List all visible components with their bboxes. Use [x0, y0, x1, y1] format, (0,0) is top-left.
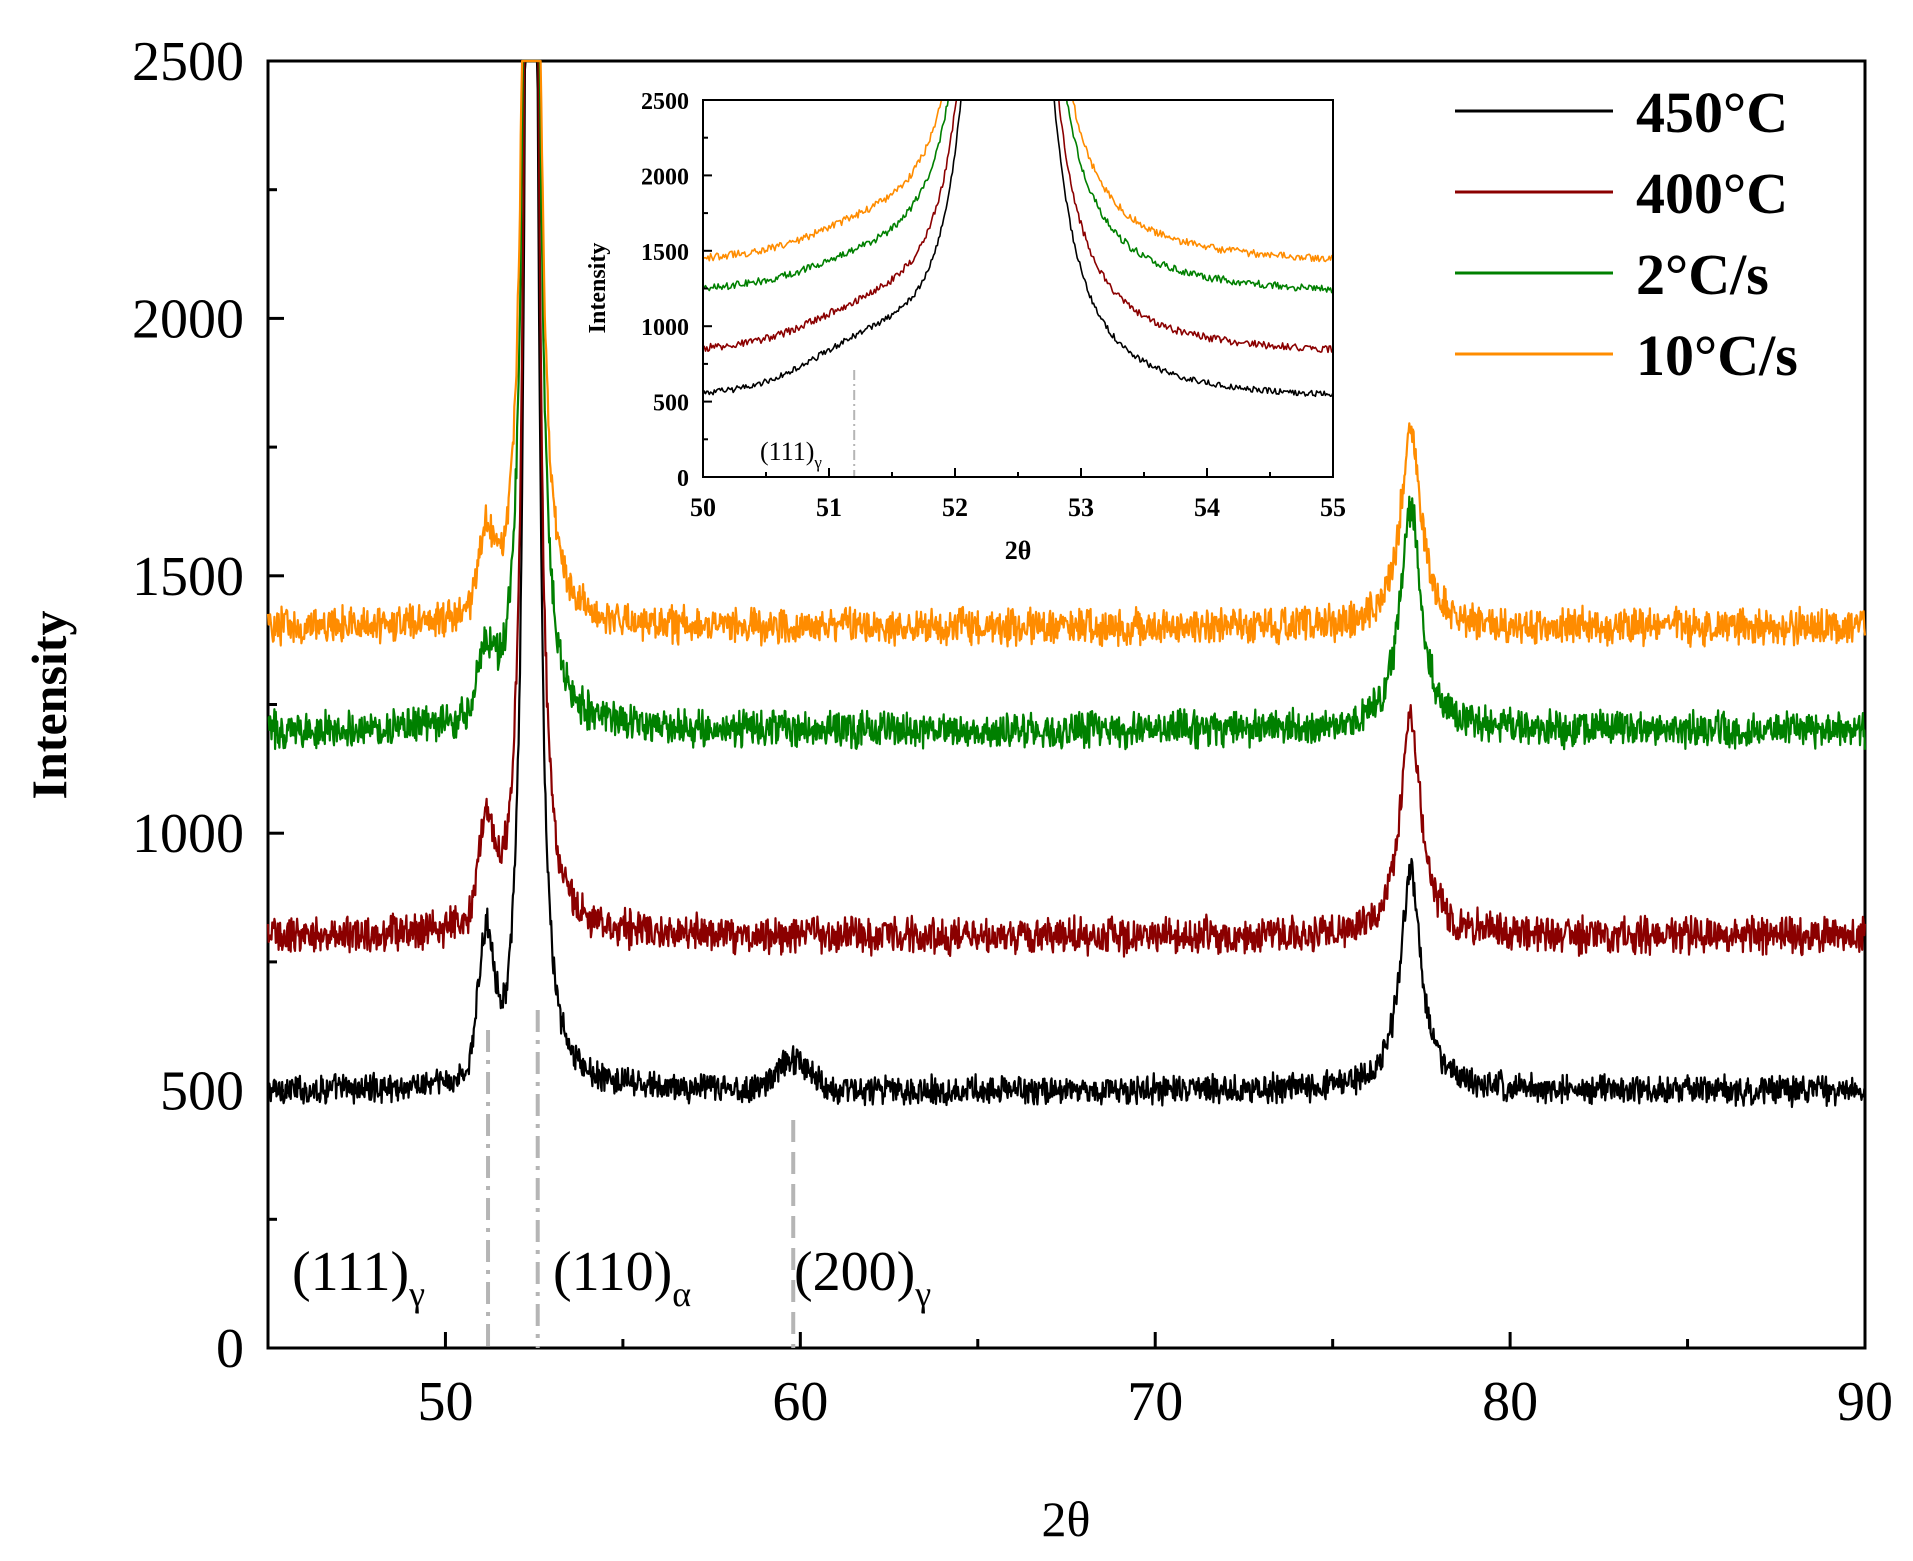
- series-line-3: [266, 59, 1867, 648]
- inset-y-tick-label: 0: [677, 466, 689, 492]
- inset-plot: (111)γ 50 51 52 53 54 5505001000150020002500 …: [585, 89, 1346, 565]
- legend-label-2: 2°C/s: [1636, 242, 1769, 307]
- inset-y-tick-label: 1000: [641, 315, 689, 341]
- legend-label-3: 10°C/s: [1636, 323, 1798, 388]
- annotation-label-1: (110)α: [553, 1241, 691, 1314]
- annotation-label-base: (200): [794, 1241, 915, 1303]
- inset-x-tick-label: 55: [1320, 493, 1346, 522]
- legend-label-1: 400°C: [1636, 161, 1788, 226]
- inset-background: [703, 100, 1333, 477]
- y-tick-label: 500: [160, 1061, 244, 1123]
- inset-x-tick-label: 52: [942, 493, 968, 522]
- annotation-label-2: (200)γ: [794, 1241, 931, 1314]
- inset-annotation-label: (111)γ: [760, 437, 822, 472]
- inset-series-group: [703, 100, 1333, 398]
- x-tick-label: 90: [1837, 1371, 1893, 1433]
- y-tick-label: 2000: [132, 288, 244, 350]
- y-tick-label: 1500: [132, 546, 244, 608]
- x-tick-label: 80: [1482, 1371, 1538, 1433]
- y-tick-label: 2500: [132, 31, 244, 93]
- x-tick-label: 50: [417, 1371, 473, 1433]
- main-axis-ticks: [266, 59, 1867, 1350]
- inset-series-line-2: [703, 100, 1333, 294]
- legend: 450°C 400°C 2°C/s 10°C/s: [1455, 80, 1798, 388]
- x-tick-label: 70: [1127, 1371, 1183, 1433]
- inset-tick-labels: 50 51 52 53 54 55 0 500 1000 1500 2000 2500: [641, 89, 1346, 522]
- inset-series-line-0: [703, 100, 1333, 398]
- inset-x-tick-label: 51: [816, 493, 842, 522]
- legend-label-0: 450°C: [1636, 80, 1788, 145]
- annotation-label-base: (111): [292, 1241, 409, 1303]
- inset-x-tick-label: 53: [1068, 493, 1094, 522]
- annotation-label-subscript: α: [672, 1274, 691, 1314]
- inset-x-tick-label: 50: [690, 493, 716, 522]
- inset-x-axis-label: 2θ: [1005, 536, 1032, 565]
- annotation-label-subscript: γ: [408, 1274, 425, 1314]
- y-tick-label: 1000: [132, 803, 244, 865]
- inset-y-tick-label: 500: [653, 391, 689, 417]
- inset-x-tick-label: 54: [1194, 493, 1220, 522]
- inset-y-tick-label: 2000: [641, 164, 689, 190]
- annotation-label-base: (110): [553, 1241, 672, 1303]
- inset-series-clip: [703, 100, 1333, 398]
- annotation-label-0: (111)γ: [292, 1241, 425, 1314]
- main-annotation-labels: (111)γ (110)α (200)γ: [292, 1241, 931, 1314]
- x-tick-label: 60: [772, 1371, 828, 1433]
- main-y-axis-label: Intensity: [21, 611, 77, 800]
- inset-y-tick-label: 1500: [641, 240, 689, 266]
- y-tick-label: 0: [216, 1318, 244, 1380]
- inset-axis-ticks: [702, 99, 1334, 478]
- annotation-label-subscript: γ: [914, 1274, 931, 1314]
- inset-annotation: (111)γ: [760, 370, 856, 477]
- inset-annotation-subscript: γ: [813, 453, 822, 472]
- inset-y-tick-label: 2500: [641, 89, 689, 115]
- inset-series-line-1: [703, 100, 1333, 354]
- main-series-group: [266, 59, 1867, 1109]
- inset-annotation-base: (111): [760, 437, 814, 466]
- inset-series-line-3: [703, 100, 1333, 263]
- main-annotation-lines: [486, 1010, 796, 1348]
- inset-y-axis-label: Intensity: [585, 243, 611, 334]
- main-x-axis-label: 2θ: [1042, 1491, 1091, 1547]
